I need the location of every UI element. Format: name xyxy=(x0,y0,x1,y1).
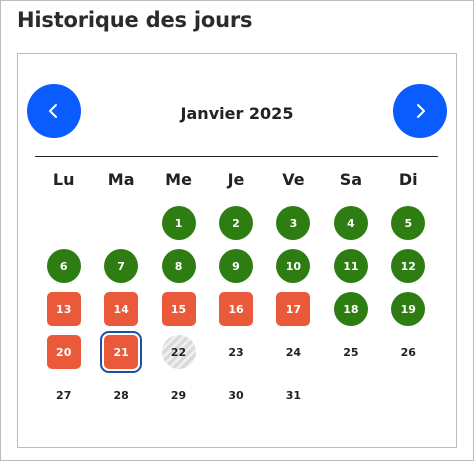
prev-month-button[interactable] xyxy=(27,84,81,138)
weekday-label: Me xyxy=(165,170,192,189)
day-none[interactable]: 27 xyxy=(56,388,72,402)
day-ko[interactable]: 16 xyxy=(218,292,253,326)
day-cell: 29 xyxy=(150,375,207,415)
day-cell: 28 xyxy=(92,375,149,415)
day-cell: 6 xyxy=(35,246,92,286)
day-none[interactable]: 23 xyxy=(228,345,244,359)
day-ok[interactable]: 10 xyxy=(276,249,311,283)
chevron-left-icon xyxy=(49,104,57,118)
day-ok[interactable]: 3 xyxy=(276,206,311,240)
day-cell: 10 xyxy=(265,246,322,286)
day-cell: 25 xyxy=(322,332,379,372)
weekday-label: Di xyxy=(398,170,418,189)
day-ok[interactable]: 5 xyxy=(391,206,426,240)
empty-cell xyxy=(92,203,149,243)
day-cell: 4 xyxy=(322,203,379,243)
day-ko[interactable]: 14 xyxy=(104,292,139,326)
day-ok[interactable]: 4 xyxy=(333,206,368,240)
panel-title: Historique des jours xyxy=(17,8,253,32)
day-cell: 17 xyxy=(265,289,322,329)
day-cell: 11 xyxy=(322,246,379,286)
day-ok[interactable]: 6 xyxy=(46,249,81,283)
day-ok[interactable]: 18 xyxy=(333,292,368,326)
chevron-right-icon xyxy=(417,104,425,118)
day-cell: 1 xyxy=(150,203,207,243)
day-cell: 19 xyxy=(380,289,437,329)
day-none[interactable]: 31 xyxy=(285,388,302,402)
weekday-label: Lu xyxy=(52,170,75,189)
day-ok[interactable]: 12 xyxy=(391,249,426,283)
day-cell: 18 xyxy=(322,289,379,329)
weekday-label: Ve xyxy=(282,170,305,189)
day-none[interactable]: 24 xyxy=(285,345,302,359)
day-ok[interactable]: 9 xyxy=(218,249,253,283)
day-cell: 13 xyxy=(35,289,92,329)
day-ko[interactable]: 13 xyxy=(46,292,81,326)
day-cell: 27 xyxy=(35,375,92,415)
day-ok[interactable]: 2 xyxy=(218,206,253,240)
weekday-label: Sa xyxy=(339,170,363,189)
day-cell: 30 xyxy=(207,375,264,415)
day-cell: 12 xyxy=(380,246,437,286)
next-month-button[interactable] xyxy=(393,84,447,138)
day-none[interactable]: 26 xyxy=(400,345,416,359)
day-cell: 20 xyxy=(35,332,92,372)
day-cell: 26 xyxy=(380,332,437,372)
day-cell: 2 xyxy=(207,203,264,243)
selected-day[interactable]: 21 xyxy=(100,331,143,373)
day-cell: 15 xyxy=(150,289,207,329)
day-ok[interactable]: 11 xyxy=(333,249,368,283)
day-none[interactable]: 29 xyxy=(170,388,187,402)
day-pending[interactable]: 22 xyxy=(161,335,196,369)
empty-cell xyxy=(35,203,92,243)
day-cell: 8 xyxy=(150,246,207,286)
day-ok[interactable]: 1 xyxy=(161,206,196,240)
day-cell: 14 xyxy=(92,289,149,329)
day-cell: 16 xyxy=(207,289,264,329)
day-none[interactable]: 28 xyxy=(113,388,129,402)
day-ok[interactable]: 8 xyxy=(161,249,196,283)
day-none[interactable]: 25 xyxy=(343,345,359,359)
month-label: Janvier 2025 xyxy=(180,104,294,123)
day-ko[interactable]: 15 xyxy=(161,292,196,326)
day-ko[interactable]: 20 xyxy=(46,335,81,369)
day-cell: 31 xyxy=(265,375,322,415)
day-cell: 5 xyxy=(380,203,437,243)
day-cell: 23 xyxy=(207,332,264,372)
day-cell: 21 xyxy=(92,331,149,373)
day-cell: 3 xyxy=(265,203,322,243)
day-cell: 7 xyxy=(92,246,149,286)
weekday-header: Lu Ma Me Je Ve Sa Di xyxy=(35,170,437,189)
day-ko[interactable]: 17 xyxy=(276,292,311,326)
header-divider xyxy=(35,156,438,157)
day-ok[interactable]: 19 xyxy=(391,292,426,326)
day-ok[interactable]: 7 xyxy=(104,249,139,283)
day-cell: 24 xyxy=(265,332,322,372)
day-cell: 22 xyxy=(150,332,207,372)
day-none[interactable]: 30 xyxy=(228,388,244,402)
weekday-label: Je xyxy=(227,170,245,189)
weekday-label: Ma xyxy=(107,170,135,189)
day-grid: 1 2 3 4 5 6 7 8 9 10 11 12 13 14 15 16 17 18 19 20 21 22 23 24 2… xyxy=(35,203,437,415)
day-cell: 9 xyxy=(207,246,264,286)
